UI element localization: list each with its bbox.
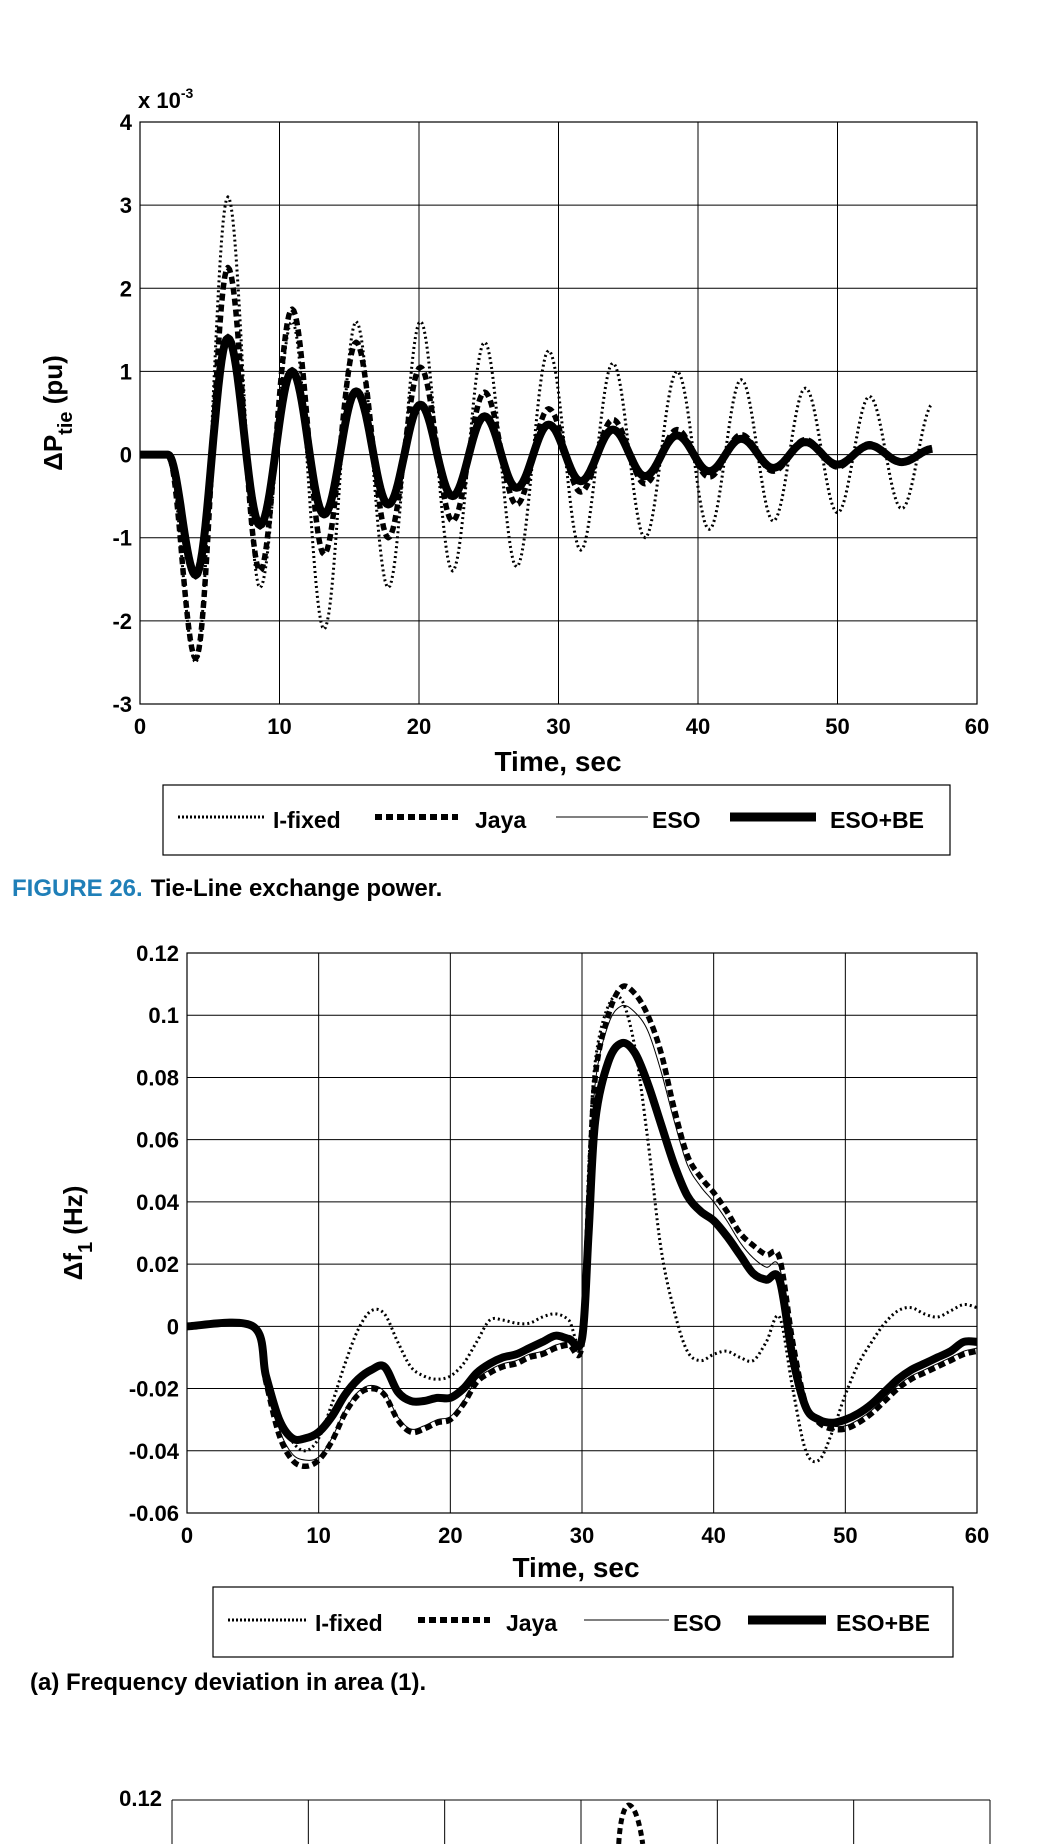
c1-y-tick-label: 0 bbox=[120, 443, 132, 468]
figure-26-label: FIGURE 26. bbox=[12, 875, 143, 902]
chart1-series bbox=[137, 195, 935, 664]
chart3-grid bbox=[171, 1799, 991, 1844]
chart2-x-ticks: 0 10 20 30 40 50 60 bbox=[181, 1523, 989, 1548]
chart2-legend-label-eso: ESO bbox=[673, 1610, 722, 1636]
c2-x-tick-label: 50 bbox=[833, 1523, 857, 1548]
chart2-y-axis-label: Δf1 (Hz) bbox=[58, 1186, 97, 1281]
c1-x-tick-label: 50 bbox=[825, 714, 849, 739]
c2-y-tick-label: 0.1 bbox=[148, 1003, 179, 1028]
figure-26-text: Tie-Line exchange power. bbox=[151, 875, 443, 902]
chart1-y-axis-label: ΔPtie (pu) bbox=[38, 355, 77, 471]
c2-x-tick-label: 10 bbox=[306, 1523, 330, 1548]
chart2-series-eso bbox=[186, 1004, 978, 1461]
c2-x-tick-label: 40 bbox=[701, 1523, 725, 1548]
c2-y-tick-label: -0.04 bbox=[129, 1439, 180, 1464]
c2-y-tick-label: 0.04 bbox=[136, 1190, 180, 1215]
c1-y-tick-label: -2 bbox=[112, 609, 132, 634]
c1-y-tick-label: 1 bbox=[120, 359, 132, 384]
c2-x-tick-label: 60 bbox=[965, 1523, 989, 1548]
c2-y-tick-label: 0.12 bbox=[136, 941, 179, 966]
c1-x-tick-label: 40 bbox=[686, 714, 710, 739]
chart1-legend-label-eso: ESO bbox=[652, 807, 701, 833]
chart2-grid bbox=[186, 952, 978, 1514]
c1-y-tick-label: -1 bbox=[112, 526, 132, 551]
c1-y-tick-label: 3 bbox=[120, 193, 132, 218]
c2-y-tick-label: 0.02 bbox=[136, 1252, 179, 1277]
chart2-series bbox=[186, 983, 978, 1470]
figure-26-caption: FIGURE 26. Tie-Line exchange power. bbox=[12, 875, 442, 902]
c2-x-tick-label: 0 bbox=[181, 1523, 193, 1548]
chart1-x-axis-label: Time, sec bbox=[494, 746, 621, 777]
c1-x-tick-label: 20 bbox=[407, 714, 431, 739]
c2-y-tick-label: 0 bbox=[167, 1314, 179, 1339]
chart2-series-eso-be bbox=[186, 1038, 978, 1444]
chart2-series-jaya bbox=[186, 983, 978, 1470]
c1-x-tick-label: 60 bbox=[965, 714, 989, 739]
c1-y-tick-label: 2 bbox=[120, 276, 132, 301]
chart1-legend-label-esobe: ESO+BE bbox=[830, 807, 924, 833]
frequency-deviation-chart: -0.06-0.04-0.0200.020.040.060.080.10.12 … bbox=[58, 941, 989, 1658]
chart1-grid bbox=[139, 121, 978, 705]
c2-y-tick-label: -0.06 bbox=[129, 1501, 179, 1526]
c1-x-tick-label: 30 bbox=[546, 714, 570, 739]
chart1-legend-label-jaya: Jaya bbox=[475, 807, 526, 833]
chart1-plot-frame bbox=[139, 121, 978, 705]
chart3-series-peak bbox=[616, 1802, 646, 1844]
c1-x-tick-label: 0 bbox=[134, 714, 146, 739]
frequency-deviation-chart-area2-partial: 0.12 bbox=[119, 1786, 991, 1844]
subfigure-a-caption: (a) Frequency deviation in area (1). bbox=[30, 1669, 426, 1696]
c1-x-tick-label: 10 bbox=[267, 714, 291, 739]
chart2-y-ticks: -0.06 -0.04 -0.02 0 0.02 0.04 0.06 0.08 0.1 0.12 bbox=[129, 941, 180, 1526]
c1-y-tick-label: -3 bbox=[112, 692, 132, 717]
chart1-legend-box bbox=[162, 784, 951, 856]
chart2-x-axis-label: Time, sec bbox=[512, 1552, 639, 1583]
chart3-y-tick-label: 0.12 bbox=[119, 1786, 162, 1811]
c2-y-tick-label: 0.08 bbox=[136, 1065, 179, 1090]
tie-line-chart: -3 -2 -1 0 1 2 3 4 0 10 20 30 40 50 60 x 10-3 Time, s… bbox=[38, 85, 989, 856]
chart2-legend: I-fixed Jaya ESO ESO+BE bbox=[212, 1586, 954, 1658]
chart2-legend-label-jaya: Jaya bbox=[506, 1610, 557, 1636]
c2-x-tick-label: 20 bbox=[438, 1523, 462, 1548]
chart2-legend-box bbox=[212, 1586, 954, 1658]
chart1-series-eso-be bbox=[137, 334, 935, 580]
chart1-legend: I-fixed Jaya ESO ESO+BE bbox=[162, 784, 951, 856]
chart1-series-i-fixed bbox=[139, 195, 934, 664]
c1-y-tick-label: 4 bbox=[120, 110, 133, 135]
chart1-series-jaya bbox=[138, 264, 934, 662]
chart2-plot-frame bbox=[186, 952, 978, 1514]
chart2-legend-label-ifixed: I-fixed bbox=[315, 1610, 383, 1636]
c2-y-tick-label: 0.06 bbox=[136, 1128, 179, 1153]
c2-x-tick-label: 30 bbox=[570, 1523, 594, 1548]
chart1-legend-label-ifixed: I-fixed bbox=[273, 807, 341, 833]
chart1-exponent-label: x 10-3 bbox=[138, 85, 193, 113]
chart1-x-ticks: 0 10 20 30 40 50 60 bbox=[134, 714, 989, 739]
chart2-legend-label-esobe: ESO+BE bbox=[836, 1610, 930, 1636]
chart1-y-ticks: -3 -2 -1 0 1 2 3 4 bbox=[112, 110, 132, 717]
chart1-exponent-power: -3 bbox=[181, 85, 194, 101]
c2-y-tick-label: -0.02 bbox=[129, 1377, 179, 1402]
